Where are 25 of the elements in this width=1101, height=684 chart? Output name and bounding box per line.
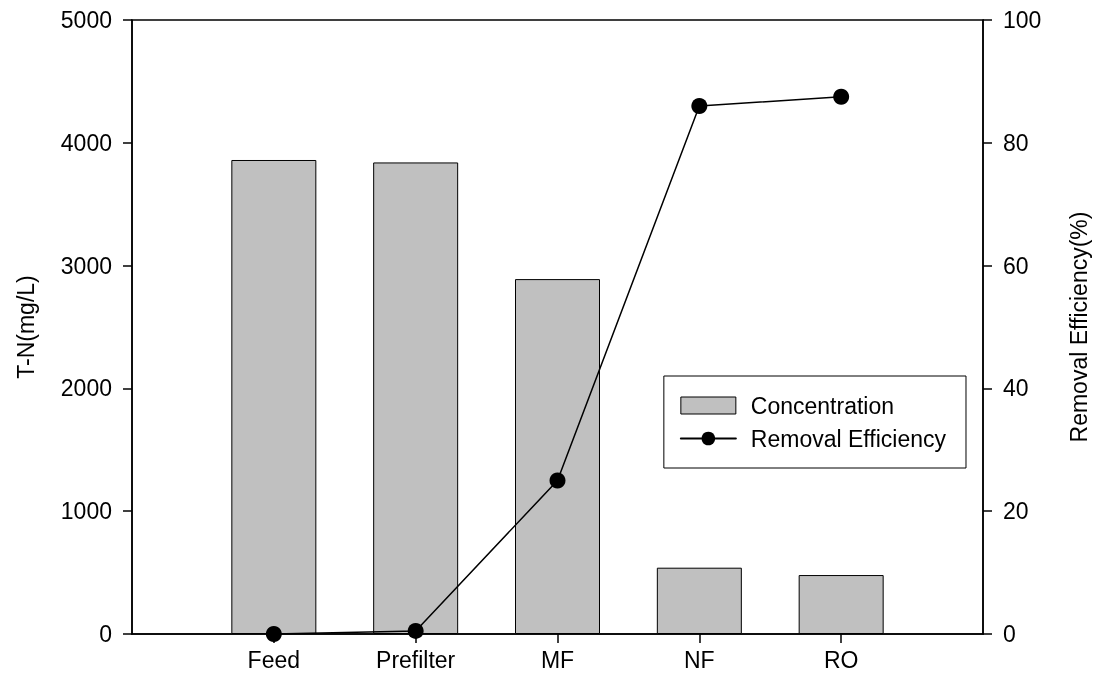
point: [691, 97, 708, 114]
y2-tick-label: 0: [1003, 621, 1016, 647]
y2-tick-label: 80: [1003, 129, 1029, 156]
y2-tick-label: 60: [1003, 252, 1029, 279]
y-tick-label: 4000: [60, 129, 112, 156]
y2-tick-label: 40: [1003, 375, 1029, 402]
x-tick-label: Feed: [247, 646, 301, 673]
y2-tick-label: 100: [1003, 7, 1042, 33]
y-tick-label: 0: [99, 621, 112, 647]
x-tick-label: MF: [540, 646, 575, 673]
y2-axis-title: Removal Efficiency(%): [1065, 211, 1092, 443]
legend-label: Concentration: [750, 392, 895, 419]
point: [549, 472, 566, 489]
y-tick-label: 2000: [60, 375, 112, 402]
y-tick-label: 3000: [60, 252, 112, 279]
y-tick-label: 5000: [60, 7, 112, 33]
y-tick-label: 1000: [60, 498, 112, 525]
x-tick-label: RO: [823, 646, 859, 673]
point: [407, 622, 424, 639]
x-tick-label: NF: [684, 646, 715, 673]
y-axis-title: T-N(mg/L): [12, 275, 39, 379]
y2-tick-label: 20: [1003, 498, 1029, 525]
x-tick-label: Prefilter: [376, 646, 456, 673]
legend-label: Removal Efficiency: [750, 425, 947, 452]
point: [833, 88, 850, 105]
